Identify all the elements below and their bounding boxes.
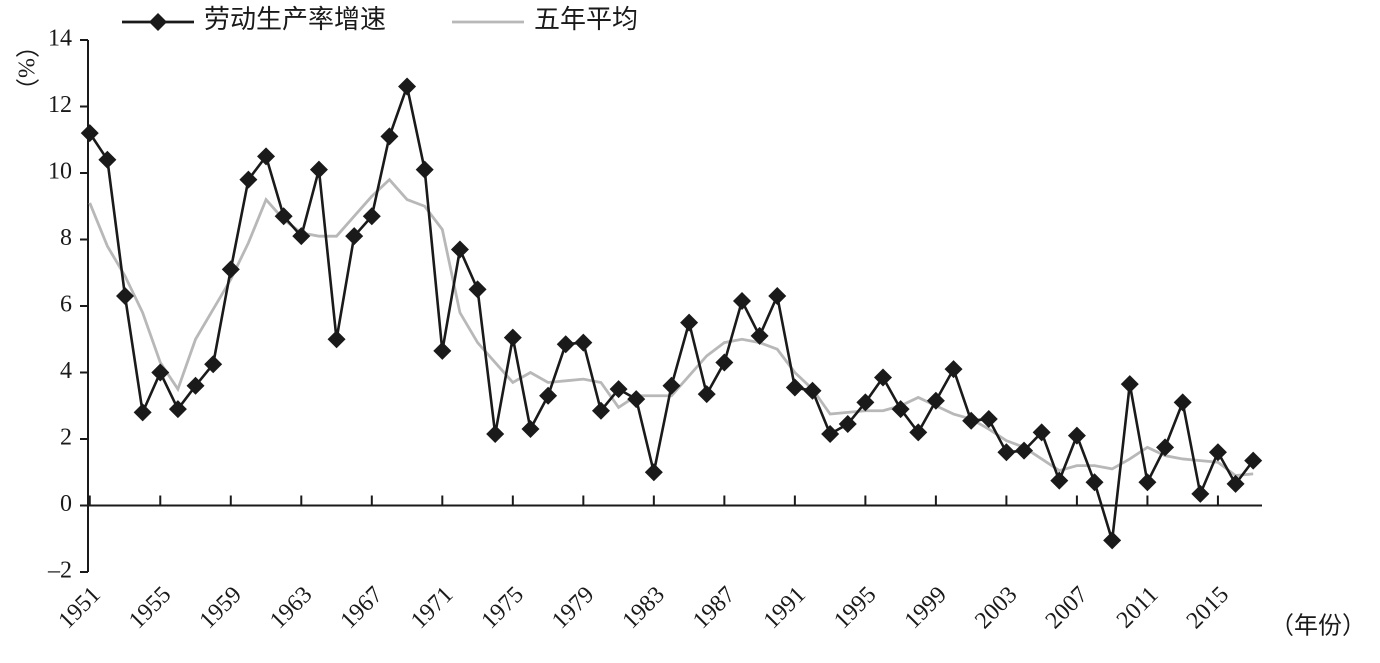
point-marker <box>803 381 822 400</box>
point-marker <box>239 170 258 189</box>
point-marker <box>1208 443 1227 462</box>
point-marker <box>644 463 663 482</box>
y-axis-label: （%） <box>12 34 38 102</box>
point-marker <box>962 411 981 430</box>
point-marker <box>997 443 1016 462</box>
y-tick-label: 6 <box>60 292 72 318</box>
legend-label: 劳动生产率增速 <box>204 5 386 34</box>
point-marker <box>821 425 840 444</box>
point-marker <box>556 335 575 354</box>
x-tick-label: 1959 <box>195 582 247 634</box>
y-tick-label: 12 <box>48 92 72 118</box>
point-marker <box>257 147 276 166</box>
point-marker <box>1244 451 1263 470</box>
point-marker <box>732 292 751 311</box>
x-axis-label: （年份） <box>1270 613 1366 640</box>
point-marker <box>98 150 117 169</box>
x-tick-label: 2007 <box>1041 582 1093 634</box>
point-marker <box>468 280 487 299</box>
point-marker <box>697 385 716 404</box>
point-marker <box>151 363 170 382</box>
point-marker <box>80 124 99 143</box>
x-tick-label: 1955 <box>124 582 176 634</box>
point-marker <box>433 341 452 360</box>
point-marker <box>168 400 187 419</box>
point-marker <box>1173 393 1192 412</box>
point-marker <box>768 287 787 306</box>
point-marker <box>415 160 434 179</box>
x-tick-label: 1995 <box>829 582 881 634</box>
point-marker <box>1156 438 1175 457</box>
point-marker <box>979 410 998 429</box>
point-marker <box>450 240 469 259</box>
point-marker <box>327 330 346 349</box>
point-marker <box>521 420 540 439</box>
x-tick-label: 1975 <box>477 582 529 634</box>
point-marker <box>1138 473 1157 492</box>
point-marker <box>1015 441 1034 460</box>
point-marker <box>1067 426 1086 445</box>
point-marker <box>345 227 364 246</box>
x-tick-label: 2015 <box>1182 582 1234 634</box>
x-tick-label: 1987 <box>688 582 740 634</box>
x-tick-label: 1967 <box>336 582 388 634</box>
point-marker <box>574 333 593 352</box>
point-marker <box>909 423 928 442</box>
point-marker <box>1191 484 1210 503</box>
point-marker <box>680 313 699 332</box>
point-marker <box>309 160 328 179</box>
point-marker <box>221 260 240 279</box>
point-marker <box>591 401 610 420</box>
x-tick-label: 1951 <box>54 582 106 634</box>
point-marker <box>503 328 522 347</box>
point-marker <box>926 391 945 410</box>
point-marker <box>292 227 311 246</box>
point-marker <box>204 355 223 374</box>
point-marker <box>1032 423 1051 442</box>
x-tick-label: 1979 <box>547 582 599 634</box>
point-marker <box>856 393 875 412</box>
point-marker <box>838 415 857 434</box>
y-tick-label: 14 <box>48 26 72 52</box>
point-marker <box>186 376 205 395</box>
x-tick-label: 1999 <box>900 582 952 634</box>
x-tick-label: 1971 <box>406 582 458 634</box>
point-marker <box>398 77 417 96</box>
point-marker <box>539 386 558 405</box>
point-marker <box>627 390 646 409</box>
point-marker <box>874 368 893 387</box>
point-marker <box>662 376 681 395</box>
point-marker <box>116 287 135 306</box>
legend-label: 五年平均 <box>534 5 638 34</box>
point-marker <box>750 326 769 345</box>
x-tick-label: 1963 <box>265 582 317 634</box>
point-marker <box>1226 474 1245 493</box>
point-marker <box>486 425 505 444</box>
point-marker <box>1103 531 1122 550</box>
y-tick-label: 8 <box>60 225 72 251</box>
y-tick-label: 4 <box>60 358 72 384</box>
point-marker <box>785 378 804 397</box>
point-marker <box>609 380 628 399</box>
x-tick-label: 1991 <box>759 582 811 634</box>
x-tick-label: 2003 <box>970 582 1022 634</box>
point-marker <box>274 207 293 226</box>
x-tick-label: 1983 <box>618 582 670 634</box>
point-marker <box>380 127 399 146</box>
point-marker <box>362 207 381 226</box>
y-tick-label: 0 <box>60 491 72 517</box>
y-tick-label: –2 <box>47 558 72 584</box>
point-marker <box>1050 471 1069 490</box>
point-marker <box>715 353 734 372</box>
x-tick-label: 2011 <box>1112 582 1164 634</box>
legend-marker <box>149 13 167 31</box>
point-marker <box>944 360 963 379</box>
y-tick-label: 2 <box>60 425 72 451</box>
y-tick-label: 10 <box>48 159 72 185</box>
point-marker <box>891 400 910 419</box>
point-marker <box>133 403 152 422</box>
point-marker <box>1120 375 1139 394</box>
point-marker <box>1085 473 1104 492</box>
